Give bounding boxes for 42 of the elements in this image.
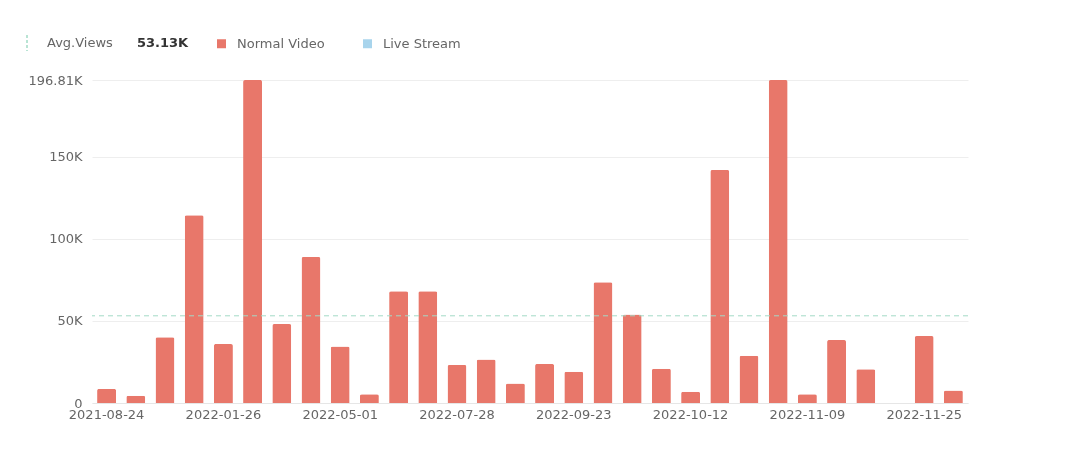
- y-tick-label: 50K: [57, 313, 83, 329]
- bar: [155, 337, 175, 403]
- bar: [243, 80, 263, 403]
- bar: [505, 383, 525, 403]
- bar: [681, 391, 701, 403]
- bar: [710, 169, 730, 403]
- bar: [97, 388, 117, 403]
- y-tick-label: 150K: [49, 149, 83, 165]
- bar: [593, 282, 613, 403]
- bar: [535, 363, 555, 403]
- legend-label: Avg.Views: [47, 35, 114, 50]
- bar: [914, 336, 934, 403]
- bar: [739, 355, 759, 403]
- bar: [272, 324, 292, 403]
- x-tick-label: 2022-11-25: [886, 406, 962, 422]
- y-tick-label: 100K: [49, 231, 83, 247]
- x-tick-label: 2022-05-01: [302, 406, 378, 422]
- legend-label: Live Stream: [383, 35, 461, 51]
- bar: [476, 359, 496, 403]
- x-tick-label: 2022-11-09: [769, 406, 846, 422]
- bar: [126, 395, 146, 403]
- bar: [651, 368, 671, 403]
- bar: [856, 369, 876, 403]
- bar: [827, 339, 847, 403]
- bar: [184, 215, 204, 403]
- x-tick-label: 2022-10-12: [652, 406, 729, 422]
- x-tick-label: 2022-07-28: [419, 406, 495, 422]
- x-tick-label: 2022-09-23: [536, 406, 612, 422]
- x-tick-label: 2022-01-26: [185, 406, 262, 422]
- bar: [564, 371, 584, 403]
- bar: [447, 364, 467, 403]
- bar: [213, 344, 233, 403]
- bar: [389, 291, 409, 403]
- text: 53.13K: [137, 35, 190, 50]
- bar: [622, 314, 642, 403]
- legend-label: Normal Video: [237, 35, 325, 51]
- bar: [301, 256, 321, 403]
- bar: [330, 346, 350, 403]
- bar: [768, 80, 788, 403]
- bar: [418, 291, 438, 403]
- y-tick-label: 196.81K: [28, 72, 83, 88]
- bar: [943, 390, 963, 403]
